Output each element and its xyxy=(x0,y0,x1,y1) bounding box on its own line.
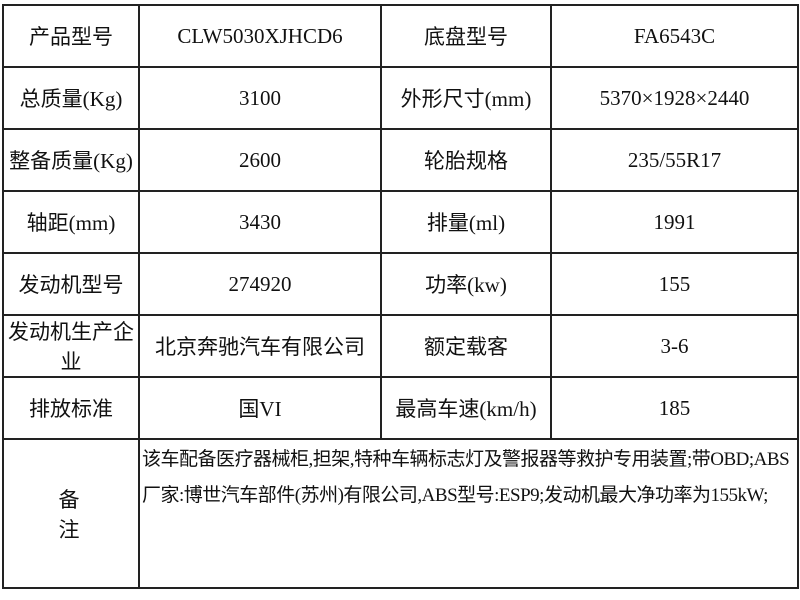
spec-label: 排量(ml) xyxy=(380,190,552,254)
spec-value: 5370×1928×2440 xyxy=(550,66,799,130)
spec-label: 功率(kw) xyxy=(380,252,552,316)
spec-value: 3-6 xyxy=(550,314,799,378)
spec-label: 底盘型号 xyxy=(380,4,552,68)
table-row: 总质量(Kg) 3100 外形尺寸(mm) 5370×1928×2440 xyxy=(2,66,799,130)
table-row: 排放标准 国VI 最高车速(km/h) 185 xyxy=(2,376,799,440)
spec-value: 235/55R17 xyxy=(550,128,799,192)
spec-value: 3430 xyxy=(138,190,382,254)
note-row: 备注 该车配备医疗器械柜,担架,特种车辆标志灯及警报器等救护专用装置;带OBD;… xyxy=(2,438,799,589)
spec-label: 最高车速(km/h) xyxy=(380,376,552,440)
spec-value: 274920 xyxy=(138,252,382,316)
spec-label: 发动机生产企业 xyxy=(2,314,140,378)
spec-label: 产品型号 xyxy=(2,4,140,68)
spec-value: 2600 xyxy=(138,128,382,192)
table-row: 发动机型号 274920 功率(kw) 155 xyxy=(2,252,799,316)
vehicle-spec-table: 产品型号 CLW5030XJHCD6 底盘型号 FA6543C 总质量(Kg) 3100 外… xyxy=(2,4,799,589)
spec-value: 1991 xyxy=(550,190,799,254)
note-label: 备注 xyxy=(2,438,140,589)
spec-value: 3100 xyxy=(138,66,382,130)
spec-label: 发动机型号 xyxy=(2,252,140,316)
spec-value: 155 xyxy=(550,252,799,316)
note-text: 该车配备医疗器械柜,担架,特种车辆标志灯及警报器等救护专用装置;带OBD;ABS… xyxy=(138,438,799,589)
spec-value: CLW5030XJHCD6 xyxy=(138,4,382,68)
table-row: 轴距(mm) 3430 排量(ml) 1991 xyxy=(2,190,799,254)
spec-label: 总质量(Kg) xyxy=(2,66,140,130)
spec-label: 轮胎规格 xyxy=(380,128,552,192)
spec-label: 排放标准 xyxy=(2,376,140,440)
table-row: 发动机生产企业 北京奔驰汽车有限公司 额定载客 3-6 xyxy=(2,314,799,378)
table-row: 整备质量(Kg) 2600 轮胎规格 235/55R17 xyxy=(2,128,799,192)
spec-value: 国VI xyxy=(138,376,382,440)
spec-value: FA6543C xyxy=(550,4,799,68)
spec-label: 整备质量(Kg) xyxy=(2,128,140,192)
spec-value: 北京奔驰汽车有限公司 xyxy=(138,314,382,378)
spec-label: 额定载客 xyxy=(380,314,552,378)
spec-value: 185 xyxy=(550,376,799,440)
table-row: 产品型号 CLW5030XJHCD6 底盘型号 FA6543C xyxy=(2,4,799,68)
spec-label: 外形尺寸(mm) xyxy=(380,66,552,130)
spec-label: 轴距(mm) xyxy=(2,190,140,254)
